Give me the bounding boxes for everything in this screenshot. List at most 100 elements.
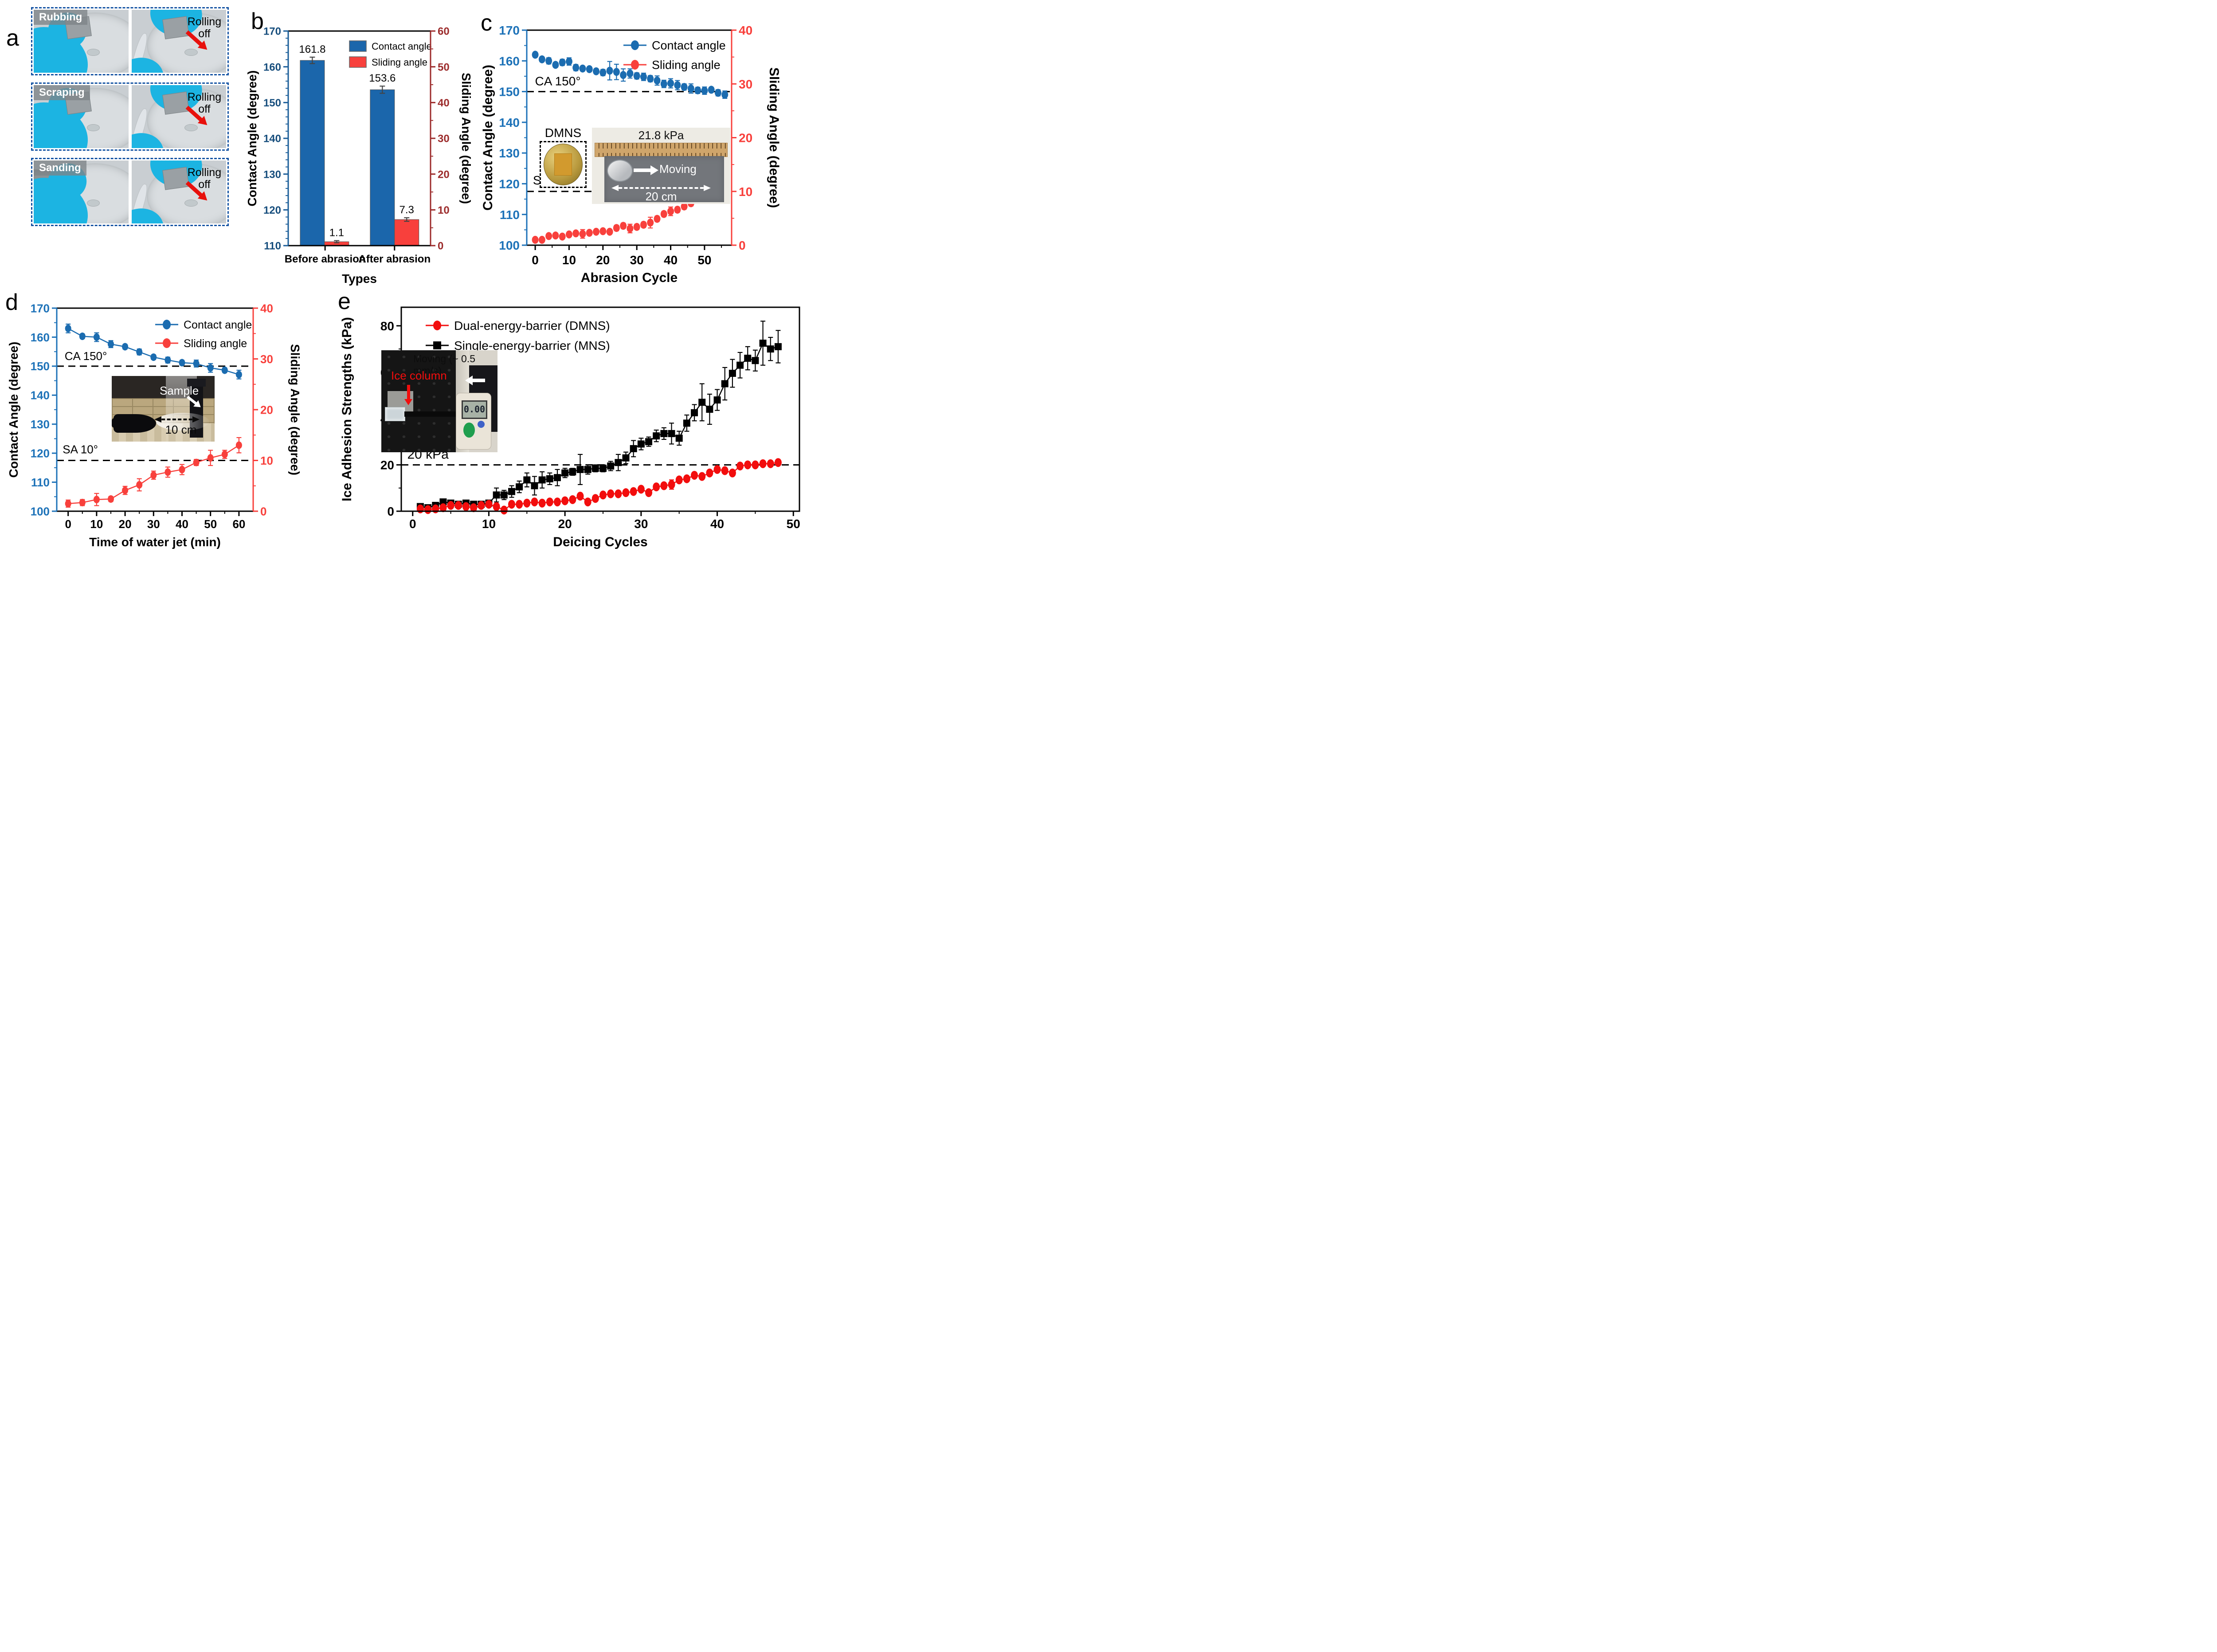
svg-text:0: 0 — [739, 239, 746, 252]
svg-text:50: 50 — [438, 61, 450, 73]
svg-text:160: 160 — [499, 54, 520, 68]
photo-rubbing-before: Rubbing — [34, 10, 129, 73]
svg-text:Contact angle: Contact angle — [184, 319, 252, 331]
svg-text:10: 10 — [562, 253, 576, 267]
svg-text:20: 20 — [438, 168, 450, 180]
dmns-sample-chip — [554, 153, 572, 176]
moving-label: Moving — [659, 162, 697, 176]
svg-text:30: 30 — [739, 77, 752, 91]
optical-plate — [381, 350, 456, 452]
probe-rod — [404, 411, 457, 417]
svg-text:120: 120 — [499, 177, 520, 191]
svg-text:10: 10 — [739, 185, 752, 199]
force-gauge-display: 0.00 — [462, 400, 487, 419]
sample-label: Sample — [160, 384, 199, 397]
svg-text:Sliding angle: Sliding angle — [652, 59, 721, 72]
svg-text:Contact angle: Contact angle — [372, 41, 432, 52]
panel-e: 20 kPa Dual-energy-barrier (DMNS) Single-e… — [332, 287, 811, 551]
water-drop — [184, 49, 198, 56]
distance-label: 10 cm — [165, 423, 197, 436]
scatter-water-jet: CA 150° SA 10° Contact angle Sliding angle 1… — [7, 301, 302, 549]
svg-text:100: 100 — [499, 239, 520, 252]
panel-e-label: e — [338, 289, 351, 314]
moving-arrow-icon — [634, 165, 658, 175]
svg-text:30: 30 — [147, 517, 160, 531]
svg-text:40: 40 — [176, 517, 188, 531]
svg-text:10: 10 — [438, 204, 450, 216]
svg-text:110: 110 — [31, 476, 50, 489]
ice-column-label: Ice column — [391, 369, 447, 382]
svg-text:160: 160 — [31, 331, 50, 344]
panel-d-label: d — [5, 290, 18, 315]
svg-text:40: 40 — [438, 97, 450, 109]
svg-text:Sliding Angle (degree): Sliding Angle (degree) — [459, 73, 473, 204]
svg-text:20: 20 — [596, 253, 610, 267]
water-drop — [86, 49, 100, 56]
water-jet-photo: Sample 10 cm — [112, 376, 215, 442]
svg-text:20: 20 — [119, 517, 132, 531]
water-nozzle-neck — [112, 418, 127, 428]
svg-text:40: 40 — [710, 517, 724, 531]
svg-text:30: 30 — [260, 352, 273, 366]
panel-a-row-scraping: Scraping Rolling off — [31, 82, 229, 151]
legend: Contact angle Sliding angle — [155, 319, 252, 350]
moving-arrow-icon — [465, 376, 485, 385]
deicing-setup-photo: 0.00 Moving (~ 0.5 mm/s) Ice column — [381, 350, 497, 452]
svg-text:CA 150°: CA 150° — [65, 349, 107, 363]
svg-text:20: 20 — [260, 403, 273, 416]
svg-text:20: 20 — [558, 517, 572, 531]
svg-text:After abrasion: After abrasion — [358, 253, 431, 265]
svg-text:30: 30 — [634, 517, 648, 531]
distance-arrow-icon — [154, 416, 200, 423]
svg-text:20: 20 — [380, 458, 394, 472]
svg-text:10: 10 — [482, 517, 496, 531]
photo-scraping-after: Rolling off — [131, 85, 226, 148]
svg-text:0: 0 — [260, 505, 266, 518]
svg-text:153.6: 153.6 — [369, 72, 396, 84]
svg-text:120: 120 — [31, 447, 50, 460]
distance-arrow-icon — [611, 185, 711, 191]
svg-text:60: 60 — [232, 517, 245, 531]
svg-text:150: 150 — [31, 360, 50, 373]
rolling-off-label: Rolling off — [187, 16, 222, 40]
svg-text:170: 170 — [263, 26, 281, 38]
svg-text:0: 0 — [409, 517, 416, 531]
svg-text:130: 130 — [499, 146, 520, 160]
svg-text:50: 50 — [204, 517, 217, 531]
water-drop — [86, 200, 100, 207]
dmns-sample-photo — [544, 144, 583, 185]
svg-text:60: 60 — [438, 26, 450, 38]
svg-text:170: 170 — [499, 23, 520, 37]
svg-text:Before abrasion: Before abrasion — [285, 253, 366, 265]
panel-b-label: b — [251, 8, 264, 34]
dmns-inset-box — [540, 141, 587, 188]
svg-text:40: 40 — [260, 301, 273, 315]
dmns-inset-label: DMNS — [544, 126, 582, 140]
svg-text:140: 140 — [31, 389, 50, 402]
series-contact-angle — [532, 51, 729, 99]
water-drop — [184, 200, 198, 207]
svg-text:161.8: 161.8 — [299, 43, 325, 55]
row-title: Sanding — [34, 161, 86, 176]
svg-text:Sliding Angle (degree): Sliding Angle (degree) — [288, 344, 302, 475]
gauge-zero-button — [478, 421, 485, 428]
water-spray — [156, 412, 209, 431]
row-title: Scraping — [34, 85, 90, 100]
ice-column-arrow-icon — [404, 385, 412, 405]
svg-text:Deicing Cycles: Deicing Cycles — [553, 535, 647, 549]
photo-sanding-before: Sanding — [34, 161, 129, 223]
gauge-on-button — [463, 423, 475, 438]
svg-text:100: 100 — [31, 505, 50, 518]
series-dual-energy-barrier-(dmns) — [416, 458, 782, 515]
series-contact-angle — [65, 323, 242, 380]
svg-text:160: 160 — [263, 61, 281, 73]
svg-text:50: 50 — [787, 517, 800, 531]
svg-text:130: 130 — [31, 418, 50, 431]
svg-text:0: 0 — [438, 240, 443, 252]
abrasion-setup-photo: 21.8 kPa Moving 20 cm — [592, 128, 730, 204]
distance-label: 20 cm — [645, 190, 677, 203]
svg-text:Contact Angle (degree): Contact Angle (degree) — [7, 342, 20, 478]
pressure-label: 21.8 kPa — [638, 129, 684, 142]
